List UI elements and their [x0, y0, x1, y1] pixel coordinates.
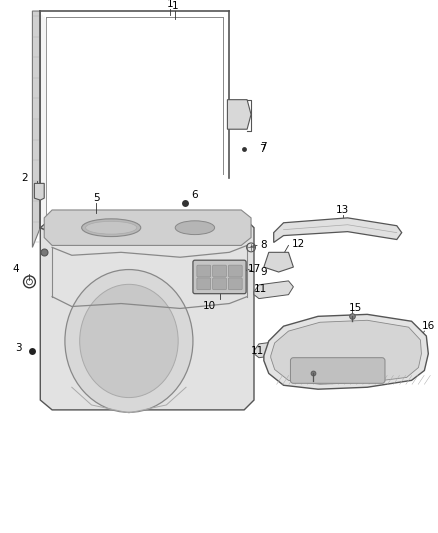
FancyBboxPatch shape — [212, 278, 226, 290]
Text: 12: 12 — [292, 239, 305, 249]
FancyBboxPatch shape — [228, 278, 242, 290]
Text: 11: 11 — [254, 284, 268, 294]
Text: 17: 17 — [247, 264, 261, 274]
Text: 7: 7 — [261, 142, 267, 152]
FancyBboxPatch shape — [193, 260, 246, 294]
Text: 3: 3 — [15, 343, 22, 353]
Ellipse shape — [85, 221, 137, 234]
Polygon shape — [264, 252, 293, 272]
Polygon shape — [32, 11, 40, 247]
Text: 6: 6 — [191, 190, 198, 200]
Polygon shape — [34, 183, 44, 200]
Text: 8: 8 — [261, 240, 267, 251]
FancyBboxPatch shape — [290, 358, 385, 383]
Text: 1: 1 — [172, 1, 179, 11]
Text: 16: 16 — [422, 321, 435, 331]
Ellipse shape — [65, 270, 193, 413]
FancyBboxPatch shape — [212, 265, 226, 277]
Text: 7: 7 — [260, 144, 266, 154]
Text: 15: 15 — [349, 303, 362, 313]
Ellipse shape — [175, 221, 215, 235]
FancyBboxPatch shape — [197, 265, 211, 277]
Text: 14: 14 — [300, 358, 313, 368]
Text: 11: 11 — [251, 346, 264, 356]
Text: 1: 1 — [167, 0, 173, 9]
Text: 5: 5 — [93, 193, 100, 203]
Ellipse shape — [80, 284, 178, 398]
Polygon shape — [227, 100, 251, 129]
Text: 4: 4 — [12, 264, 19, 274]
FancyBboxPatch shape — [197, 278, 211, 290]
Text: 9: 9 — [261, 267, 267, 277]
Polygon shape — [40, 218, 254, 410]
Ellipse shape — [81, 219, 141, 237]
Text: 13: 13 — [336, 205, 349, 215]
Text: 10: 10 — [203, 302, 216, 311]
FancyBboxPatch shape — [228, 265, 242, 277]
Polygon shape — [254, 340, 293, 358]
Text: 2: 2 — [21, 173, 28, 183]
Polygon shape — [274, 218, 402, 243]
Polygon shape — [264, 314, 428, 389]
Polygon shape — [271, 320, 421, 384]
Polygon shape — [44, 210, 251, 245]
Polygon shape — [254, 281, 293, 298]
